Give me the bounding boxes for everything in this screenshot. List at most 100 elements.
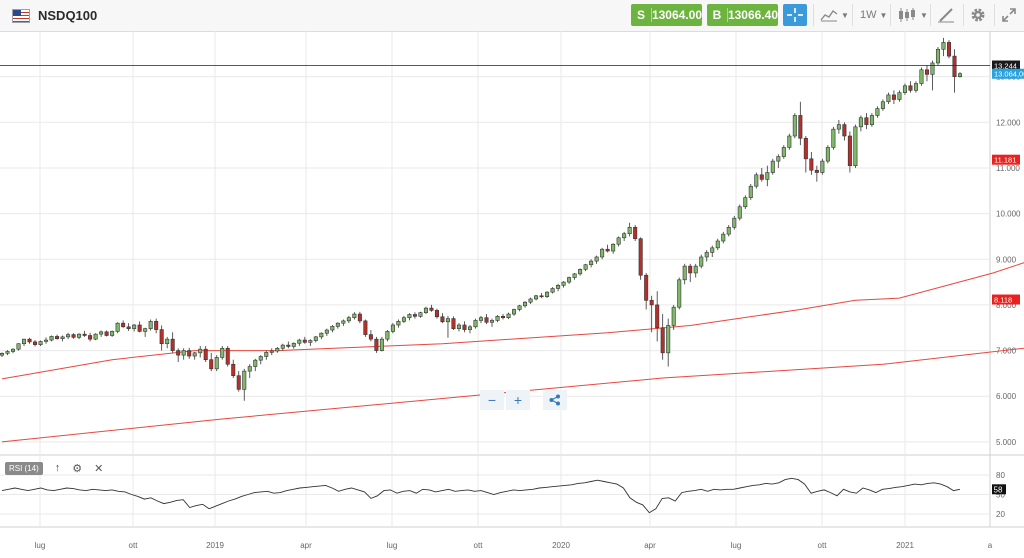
candle-body xyxy=(693,265,698,274)
candle xyxy=(682,263,687,285)
close-icon[interactable]: ✕ xyxy=(94,462,104,475)
candle-body xyxy=(957,73,963,77)
drawing-tools-button[interactable] xyxy=(937,6,955,24)
candle xyxy=(853,124,858,168)
sell-side-label: S xyxy=(631,8,652,22)
price-marker-label: 11.181 xyxy=(994,156,1016,165)
candle-body xyxy=(545,291,550,297)
settings-button[interactable] xyxy=(969,6,987,24)
candle-body xyxy=(242,370,247,390)
moving-average-line xyxy=(1,347,1024,443)
candle xyxy=(798,101,803,146)
candle xyxy=(814,165,819,182)
price-marker-box xyxy=(992,68,1024,79)
x-tick-label: 2021 xyxy=(896,541,914,550)
candle-body xyxy=(429,307,434,311)
candle xyxy=(214,355,219,372)
chart-type-menu[interactable]: ▼ xyxy=(897,6,928,24)
gear-icon[interactable]: ⚙ xyxy=(72,462,83,475)
candle-body xyxy=(390,324,395,332)
candle-body xyxy=(726,227,731,235)
candle-body xyxy=(754,174,759,187)
candle xyxy=(803,136,808,173)
candle xyxy=(699,254,704,269)
candle xyxy=(693,263,698,278)
fullscreen-button[interactable] xyxy=(1001,6,1017,24)
candle xyxy=(847,131,852,173)
candle xyxy=(539,293,544,299)
candle xyxy=(660,314,665,360)
zoom-out-button[interactable]: − xyxy=(480,390,504,410)
candle xyxy=(952,49,957,93)
candle-body xyxy=(908,85,913,91)
candle-body xyxy=(385,331,390,340)
candle-body xyxy=(434,310,439,318)
zoom-in-button[interactable]: + xyxy=(506,390,530,410)
toolbar-divider xyxy=(852,4,853,26)
candle xyxy=(49,335,54,342)
candle-body xyxy=(396,321,401,326)
candle-body xyxy=(550,288,555,293)
instrument-symbol[interactable]: NSDQ100 xyxy=(38,8,98,23)
share-button[interactable] xyxy=(543,390,567,410)
candle-body xyxy=(490,320,495,323)
candle xyxy=(236,371,241,392)
candle xyxy=(864,113,869,130)
candle xyxy=(776,154,781,168)
candle-body xyxy=(578,269,583,275)
candle xyxy=(192,351,197,360)
candle-body xyxy=(412,314,417,317)
candle xyxy=(567,276,572,284)
candle xyxy=(842,122,847,141)
candle xyxy=(335,322,340,329)
candle-body xyxy=(688,265,693,274)
candle xyxy=(578,268,583,276)
candle xyxy=(203,346,208,362)
x-tick-label: lug xyxy=(731,541,742,550)
candle-body xyxy=(143,328,148,332)
candle xyxy=(820,158,825,175)
candle xyxy=(484,314,489,325)
candle xyxy=(137,321,142,333)
crosshair-button[interactable] xyxy=(783,4,807,26)
candle-body xyxy=(820,160,825,173)
candle-body xyxy=(478,317,484,321)
timeframe-select[interactable]: 1W ▼ xyxy=(860,6,887,24)
candle xyxy=(181,348,186,360)
y-tick-label: 12.000 xyxy=(996,118,1021,127)
candle xyxy=(154,318,159,334)
price-chart[interactable]: 5.000 6.000 7.000 8.000 9.000 10.000 11.000 12.… xyxy=(0,31,1024,558)
candle-body xyxy=(297,339,302,344)
candle-body xyxy=(941,42,946,50)
rsi-current-label: 58 xyxy=(994,485,1003,494)
candle xyxy=(545,291,550,299)
x-tick-label: ott xyxy=(129,541,139,550)
candle xyxy=(264,350,269,360)
x-tick-label: 2019 xyxy=(206,541,224,550)
candle-body xyxy=(501,316,506,318)
top-toolbar: NSDQ100 S 13064.00 B 13066.40 ▼ 1W ▼ ▼ xyxy=(0,0,1024,32)
candle xyxy=(5,350,10,356)
sell-button[interactable]: S 13064.00 xyxy=(631,4,702,26)
candle-body xyxy=(154,321,159,330)
candle-body xyxy=(644,274,649,301)
candle xyxy=(957,72,963,78)
candle-body xyxy=(16,343,21,350)
candle-body xyxy=(517,305,522,310)
candle-body xyxy=(633,227,638,240)
candle-body xyxy=(847,135,852,166)
candle-body xyxy=(104,331,109,336)
candle xyxy=(919,67,924,86)
indicators-menu[interactable]: ▼ xyxy=(820,6,849,24)
buy-button[interactable]: B 13066.40 xyxy=(707,4,778,26)
us-flag-icon xyxy=(12,9,30,23)
crosshair-icon xyxy=(787,8,803,22)
move-up-icon[interactable]: ↑ xyxy=(54,462,61,474)
candle xyxy=(924,65,929,82)
candle-body xyxy=(313,336,318,341)
candle xyxy=(258,355,263,365)
candle xyxy=(352,312,357,320)
candle-body xyxy=(258,356,263,361)
y-tick-label: 6.000 xyxy=(996,392,1017,401)
x-tick-label: 2020 xyxy=(552,541,570,550)
